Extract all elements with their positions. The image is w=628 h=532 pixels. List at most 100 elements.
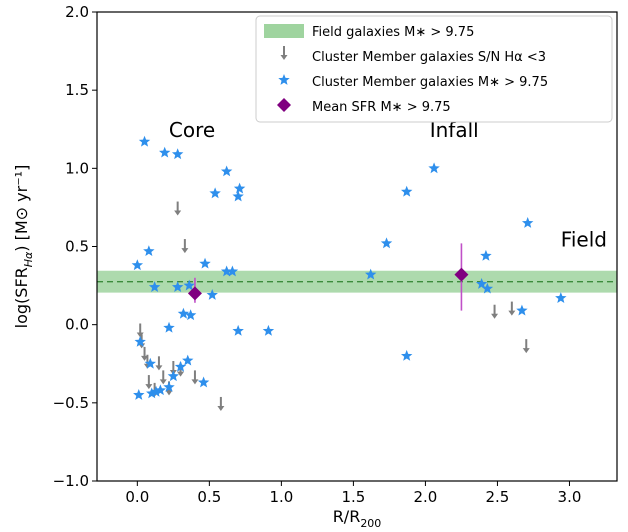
y-tick-label: −1.0	[53, 472, 89, 490]
y-axis-label-units: ) [M⊙ yr⁻¹]	[12, 165, 31, 252]
star-marker	[380, 237, 393, 249]
upper-limit-arrowhead	[141, 355, 149, 361]
x-tick-label: 1.0	[269, 488, 293, 506]
star-marker	[233, 182, 246, 194]
upper-limit-marker	[217, 396, 225, 411]
mean-marker	[454, 267, 469, 282]
y-tick-label: 0.0	[65, 316, 89, 334]
star-marker	[226, 265, 239, 277]
upper-limit-arrowhead	[138, 343, 146, 349]
star-marker	[131, 259, 144, 271]
upper-limit-marker	[141, 346, 149, 361]
upper-limit-arrowhead	[155, 365, 163, 371]
y-tick-label: 0.5	[65, 238, 89, 256]
x-axis-label-sub: 200	[360, 517, 381, 530]
legend-marker-upper-limit	[280, 46, 288, 60]
upper-limit-arrowhead	[191, 379, 199, 385]
upper-limit-marker	[508, 301, 516, 316]
star-marker	[206, 288, 218, 300]
star-marker	[163, 321, 175, 333]
y-axis-ticks: −1.0 −0.5 0.0 0.5 1.0 1.5 2.0	[53, 3, 97, 490]
star-marker	[232, 324, 244, 336]
legend-swatch-field-band	[264, 24, 304, 38]
legend: Field galaxies M∗ > 9.75 Cluster Member …	[255, 15, 613, 123]
star-marker	[134, 335, 146, 347]
legend-marker-mean	[277, 98, 291, 112]
upper-limit-marker	[522, 339, 530, 354]
legend-label-cluster-member: Cluster Member galaxies M∗ > 9.75	[312, 75, 548, 90]
x-tick-label: 3.0	[558, 488, 582, 506]
y-tick-label: 2.0	[65, 3, 89, 21]
legend-label-field: Field galaxies M∗ > 9.75	[312, 25, 474, 40]
star-marker	[232, 190, 244, 202]
star-marker	[158, 146, 171, 158]
star-marker	[481, 282, 494, 294]
star-marker	[174, 360, 187, 372]
mean-marker	[187, 286, 202, 301]
x-tick-label: 1.5	[341, 488, 365, 506]
y-tick-label: −0.5	[53, 394, 89, 412]
x-axis-ticks: 0.0 0.5 1.0 1.5 2.0 2.5 3.0	[125, 481, 581, 506]
legend-label-mean: Mean SFR M∗ > 9.75	[312, 100, 451, 115]
upper-limit-arrowhead	[491, 313, 499, 319]
upper-limit-marker	[159, 370, 167, 385]
star-marker	[144, 357, 156, 369]
region-label: Core	[169, 118, 215, 142]
star-marker	[197, 376, 210, 388]
upper-limit-arrowhead	[177, 371, 185, 377]
upper-limit-marker	[155, 356, 163, 371]
star-marker	[199, 257, 211, 269]
star-marker	[163, 381, 175, 393]
star-marker	[184, 309, 197, 321]
star-marker	[521, 217, 534, 228]
star-marker	[182, 354, 194, 366]
star-marker	[220, 265, 233, 277]
y-axis-label-main: log(SFR	[12, 267, 31, 328]
upper-limit-arrowhead	[217, 405, 225, 411]
legend-arrow-marker	[280, 46, 288, 60]
y-tick-label: 1.0	[65, 159, 89, 177]
star-marker	[177, 307, 190, 319]
y-tick-label: 1.5	[65, 81, 89, 99]
axes: 0.0 0.5 1.0 1.5 2.0 2.5 3.0 −1.0 −0.5 0.0 0.5 1.0 1…	[12, 3, 618, 530]
plot-area	[97, 135, 617, 411]
x-tick-label: 2.5	[486, 488, 510, 506]
star-marker	[154, 384, 167, 396]
star-marker	[167, 370, 180, 382]
star-marker	[146, 387, 158, 399]
star-marker	[400, 349, 413, 361]
upper-limit-arrowhead	[508, 310, 516, 316]
legend-marker-star	[278, 74, 290, 85]
upper-limit-arrowhead	[159, 379, 167, 385]
star-marker	[220, 165, 233, 177]
upper-limit-marker	[181, 239, 189, 254]
star-marker	[138, 135, 151, 147]
star-marker	[183, 279, 195, 291]
star-marker	[148, 281, 161, 292]
star-marker	[475, 278, 488, 289]
x-tick-label: 2.0	[413, 488, 437, 506]
star-marker	[400, 185, 413, 197]
star-marker	[171, 148, 184, 160]
star-marker	[209, 187, 221, 199]
legend-diamond-marker	[277, 98, 291, 112]
region-label: Field	[561, 228, 607, 252]
star-marker	[364, 268, 377, 280]
x-axis-label-main: R/R	[333, 507, 361, 526]
x-tick-label: 0.0	[125, 488, 149, 506]
upper-limit-arrowhead	[145, 384, 153, 390]
upper-limit-marker	[191, 370, 199, 385]
upper-limit-marker	[174, 201, 182, 216]
upper-limit-marker	[136, 323, 144, 338]
y-axis-label-sub: Hα	[22, 251, 35, 267]
star-marker	[262, 324, 275, 336]
upper-limit-arrowhead	[136, 332, 144, 338]
x-tick-label: 0.5	[197, 488, 221, 506]
upper-limit-arrowhead	[181, 248, 189, 254]
star-marker	[428, 162, 440, 174]
y-axis-label: log(SFRHα) [M⊙ yr⁻¹]	[12, 165, 35, 329]
upper-limit-arrowhead	[280, 55, 288, 60]
star-marker	[150, 385, 162, 397]
